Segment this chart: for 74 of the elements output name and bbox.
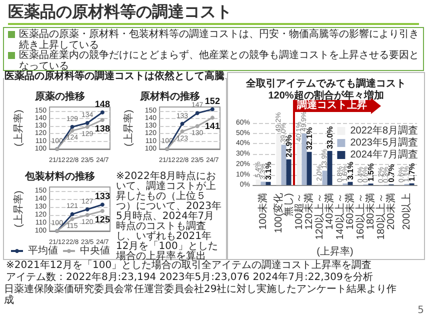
bar xyxy=(327,150,332,186)
legend-label: 2024年7月調査 xyxy=(350,148,418,160)
text: 医薬品産業内の競争だけにとどまらず、他産業との競争も調達コストを上昇させる要因となっている xyxy=(19,50,419,72)
chart-title: 包装材料の推移 xyxy=(24,170,95,182)
x-tick-label: 100超～120未満 xyxy=(292,193,315,230)
point xyxy=(100,202,104,207)
y-axis-title: (上昇率) xyxy=(12,190,24,228)
text: 医薬品の原薬・原材料・包装材料等の調達コストは、円安・物価高騰等の影響により引き続き上昇している xyxy=(19,29,419,50)
x-tick-label: 120以上～140未満 xyxy=(313,193,336,240)
chart-title: 原材料の推移 xyxy=(139,90,200,102)
bar xyxy=(286,159,292,186)
point xyxy=(195,111,200,116)
bar xyxy=(302,133,307,186)
x-tick-label: 160以上～180未満 xyxy=(354,193,376,240)
y-axis-title: (上昇率) xyxy=(12,110,24,146)
data-label: 152 xyxy=(204,96,220,106)
legend-label: 2023年5月調査 xyxy=(350,136,418,148)
x-tick-label: 200以上 xyxy=(400,193,412,230)
point xyxy=(85,213,90,217)
text: アイテム数：2022年8月:23,194 2023年5月:23,076 2024年7月:22,309を分析 xyxy=(6,272,374,284)
data-label: 125 xyxy=(94,214,110,224)
bar xyxy=(348,182,353,186)
point xyxy=(100,110,104,114)
chart-title: 全取引アイテムでみても調達コスト120%超の割合が年々増加 xyxy=(245,78,406,102)
data-label: 33.0% xyxy=(325,126,334,149)
data-label: 138 xyxy=(94,123,110,134)
bar xyxy=(306,152,312,186)
data-label: 32.1% xyxy=(304,127,314,150)
x-tick-label: 180以上～200未満 xyxy=(374,193,397,240)
data-label: 24.9% xyxy=(284,134,294,158)
bar xyxy=(260,182,266,186)
data-label: 133 xyxy=(94,191,110,202)
legend-label: 2022年8月調査 xyxy=(350,124,418,136)
text: 5 xyxy=(416,305,424,316)
point xyxy=(70,217,74,221)
point xyxy=(210,107,214,112)
data-label: 3.1% xyxy=(346,162,355,180)
x-axis-title: (上昇率) xyxy=(316,246,354,258)
data-label: 3.1% xyxy=(264,162,273,180)
data-label: 148 xyxy=(94,98,110,109)
text: 医薬品の原材料等の調達コスト xyxy=(8,2,419,25)
point xyxy=(180,122,184,126)
bar xyxy=(322,170,328,186)
point xyxy=(210,116,214,120)
point xyxy=(70,124,74,129)
bar xyxy=(256,180,261,186)
text: 日薬連保険薬価研究委員会常任運営委員会社29社に対し実施したアンケート結果より作成 xyxy=(4,284,398,306)
point xyxy=(85,121,90,126)
point xyxy=(85,207,90,212)
point xyxy=(70,212,74,216)
point xyxy=(195,124,200,128)
chart-title: 原薬の推移 xyxy=(34,90,85,102)
bar xyxy=(266,182,271,186)
y-axis-title: (上昇率) xyxy=(122,110,134,146)
point xyxy=(100,209,104,213)
text: ※2021年12月を「100」とした場合の取引全アイテムの調達コスト上昇率を調査 xyxy=(6,260,373,272)
data-label: 1.5% xyxy=(366,163,376,182)
legend-label: 平均値 xyxy=(28,244,58,256)
x-tick-label: 100未満 xyxy=(256,193,269,230)
bar xyxy=(281,144,286,186)
point xyxy=(100,118,104,122)
x-tick-label: 140以上～160未満 xyxy=(334,193,356,240)
x-tick-label: 100(変化無し) xyxy=(272,193,294,234)
text: 調達コスト上昇 xyxy=(297,100,367,111)
bar xyxy=(296,144,302,186)
point xyxy=(85,124,90,129)
data-label: 0.7% xyxy=(386,164,396,182)
legend-label: 中央値 xyxy=(80,244,110,256)
data-label: 141 xyxy=(204,121,220,132)
bar xyxy=(276,134,282,186)
text: 医薬品の原材料等の調達コストは依然として高騰 xyxy=(4,71,225,82)
point xyxy=(70,128,74,133)
point xyxy=(180,129,184,134)
data-label: 1.7% xyxy=(407,163,416,182)
